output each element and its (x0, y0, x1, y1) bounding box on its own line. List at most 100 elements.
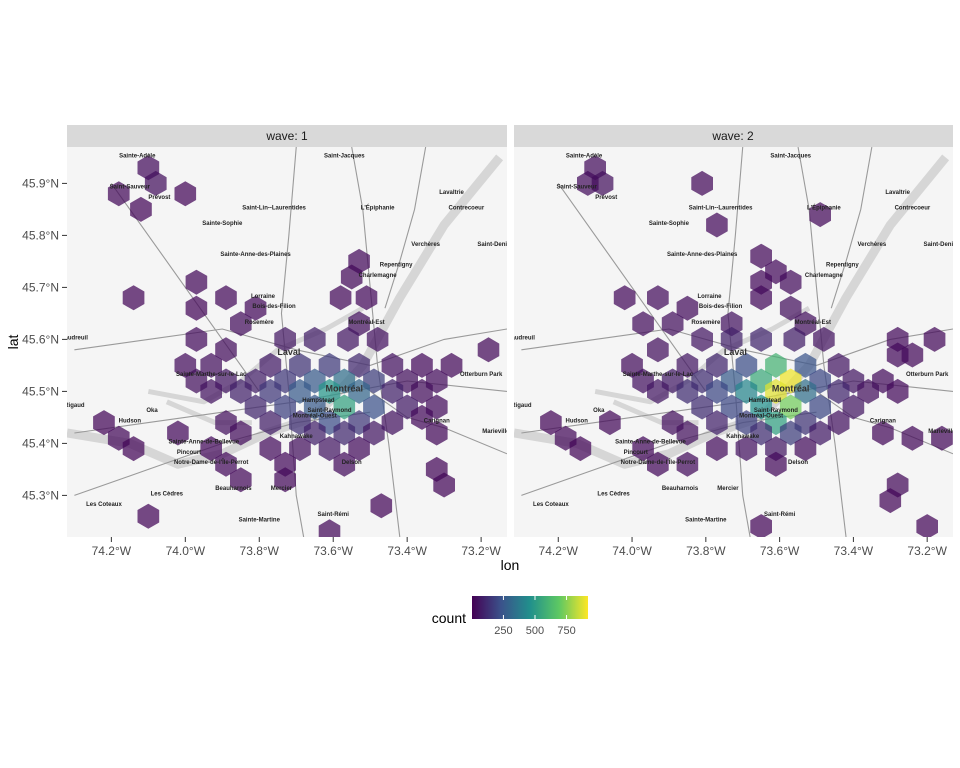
place-label: Carignan (424, 419, 450, 425)
place-label: Saint-Lin--Laurentides (242, 205, 306, 211)
hex-bin (691, 170, 713, 196)
place-label: Sainte-Martine (239, 517, 281, 523)
hex-bin (577, 170, 599, 196)
hex-bin (200, 378, 222, 404)
x-tick-label: 74.0°W (612, 544, 652, 558)
place-label: Kahnawake (280, 434, 314, 440)
place-label: Lorraine (698, 294, 723, 300)
place-label: Saint-Denis-sur (477, 242, 522, 248)
place-label: Sainte-Anne-des-Plaines (220, 252, 291, 258)
hex-bin (779, 295, 802, 321)
panel-wave-2: wave: 2 Sainte-Adèle Saint-Sauveur Prévost… (514, 125, 956, 537)
hex-bin (93, 410, 115, 436)
place-label: Notre-Dame-de-l'Île-Perrot (174, 458, 248, 466)
place-label: Les Coteaux (533, 502, 569, 508)
place-label: Otterburn Park (906, 372, 949, 378)
place-label: Sainte-Julienne (713, 143, 758, 149)
hex-bin (720, 326, 743, 352)
hex-bin (425, 420, 448, 446)
legend-colorbar (472, 596, 588, 619)
place-label: Contrecoeur (895, 205, 931, 211)
river-shape (147, 306, 365, 405)
y-tick-label: 45.9°N (22, 176, 59, 190)
hex-bin (318, 436, 341, 462)
hex-bin (440, 352, 463, 378)
place-label: Rosemère (691, 320, 721, 326)
hex-bin (333, 420, 356, 446)
hex-bin (333, 394, 356, 420)
place-label: Saint-Raymond (308, 408, 352, 414)
place-label: Prévost (148, 195, 170, 201)
hex-bin (363, 420, 385, 446)
hex-bin (230, 378, 252, 404)
hex-bin (923, 326, 946, 352)
place-label: Delson (342, 460, 362, 466)
hex-bin (569, 436, 592, 462)
hex-bin (813, 326, 835, 352)
y-tick-label: 45.8°N (22, 228, 59, 242)
place-label: Repentigny (380, 263, 413, 269)
hex-bin (827, 410, 850, 436)
place-label: Bois-des-Filion (699, 304, 743, 310)
place-label: Charlemagne (805, 273, 844, 279)
river-shape (594, 306, 811, 405)
place-label: Otterburn Park (460, 372, 503, 378)
hex-bin (794, 311, 817, 337)
hex-bin (355, 285, 378, 311)
hex-bin (274, 326, 296, 352)
y-axis: 45.3°N 45.4°N 45.5°N 45.6°N 45.7°N 45.8°N 45.9… (22, 176, 67, 502)
place-labels: Sainte-Adèle Saint-Sauveur Prévost Sainte-J… (67, 147, 522, 523)
hex-bin (735, 378, 758, 404)
hex-bin (433, 472, 455, 498)
place-label: Lorraine (251, 294, 276, 300)
legend-title: count (432, 610, 466, 626)
place-label: Lavaltrie (439, 190, 464, 196)
legend-tick-label: 750 (557, 625, 575, 637)
hex-bin (318, 378, 341, 404)
place-label: Sainte-Adèle (566, 153, 603, 159)
hex-bin (809, 202, 831, 228)
hex-bin (122, 436, 145, 462)
legend-tick-label: 250 (494, 625, 512, 637)
hex-bin (137, 503, 160, 529)
hex-bin (540, 410, 562, 436)
strip-label: wave: 1 (265, 129, 308, 143)
hex-bin (215, 451, 237, 477)
hex-bin (647, 337, 669, 363)
hex-bin (886, 342, 909, 368)
hex-bin (370, 493, 393, 519)
place-label: Marieville (928, 429, 956, 435)
hex-bin (779, 394, 802, 420)
hex-bin (244, 394, 267, 420)
place-label: Beauharnois (215, 486, 252, 492)
place-labels: Sainte-Adèle Saint-Sauveur Prévost Sainte-J… (514, 143, 956, 523)
hex-bin (274, 394, 296, 420)
hex-bin (750, 394, 772, 420)
hex-bin (691, 326, 713, 352)
place-label: Contrecoeur (448, 205, 484, 211)
hex-bin (647, 451, 669, 477)
hex-bin (599, 410, 621, 436)
place-label: Hudson (119, 419, 142, 425)
place-label: Charlemagne (359, 273, 398, 279)
x-tick-label: 73.2°W (907, 544, 947, 558)
place-label: Rosemère (245, 320, 275, 326)
y-tick-label: 45.6°N (22, 332, 59, 346)
hex-bin (809, 394, 831, 420)
legend-tick-label: 500 (526, 625, 544, 637)
hex-bin (259, 436, 282, 462)
hex-bin (363, 394, 385, 420)
hex-bin (215, 337, 237, 363)
hex-bin (381, 378, 404, 404)
place-label: Saint-Sauveur (110, 185, 151, 191)
x-tick-label: 73.4°W (387, 544, 427, 558)
hex-bin (750, 285, 772, 311)
hex-bin (794, 436, 817, 462)
place-label: L'Épiphanie (361, 203, 395, 211)
place-label: Delson (788, 460, 808, 466)
place-label: Beauharnois (662, 486, 699, 492)
strip-background (514, 125, 953, 147)
hex-bin (337, 326, 359, 352)
hex-bin (842, 394, 865, 420)
hex-bin (174, 181, 197, 207)
